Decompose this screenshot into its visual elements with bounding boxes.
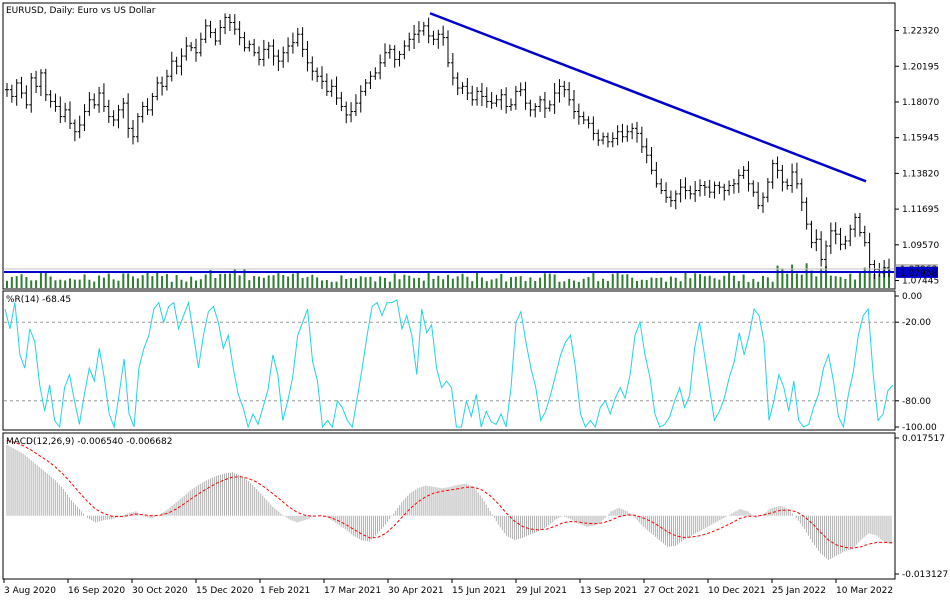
time-tick-label: 29 Jul 2021 [516,586,567,596]
current-price-label-bg [896,266,938,278]
wpr-tick-label: 0.00 [902,292,922,302]
current-price-label: 1.07958 [900,269,937,279]
time-tick-label: 15 Dec 2020 [196,586,254,596]
time-tick-label: 13 Sep 2021 [580,586,637,596]
macd-indicator: 0.017517 -0.013127 [6,434,948,580]
time-tick-label: 17 Mar 2021 [324,586,381,596]
chart-title: EURUSD, Daily: Euro vs US Dollar [6,6,156,16]
time-tick-label: 15 Jun 2021 [452,586,506,596]
price-lines [4,12,894,274]
price-tick-label: 1.22320 [902,27,939,37]
wpr-tick-label: -20.00 [902,318,931,328]
price-tick-label: 1.18070 [902,98,939,108]
time-tick-label: 10 Dec 2021 [708,586,766,596]
price-bars [5,13,891,279]
time-tick-label: 30 Oct 2020 [132,586,188,596]
time-tick-label: 27 Oct 2021 [644,586,700,596]
price-tick-label: 1.11695 [902,205,939,215]
wpr-label: %R(14) -68.45 [6,295,71,305]
time-axis: 3 Aug 2020 16 Sep 2020 30 Oct 2020 15 Dec 2… [3,579,893,596]
wpr-tick-label: -100.00 [902,423,937,433]
price-axis: 1.22320 1.20195 1.18070 1.15945 1.13820 1.116… [895,27,939,287]
price-tick-label: 1.15945 [902,134,939,144]
wpr-line [4,299,894,429]
time-tick-label: 1 Feb 2021 [260,586,310,596]
wpr-indicator: 0.00 -20.00 -80.00 -100.00 [4,292,937,433]
price-tick-label: 1.09570 [902,241,939,251]
price-pane[interactable] [2,2,896,290]
macd-label: MACD(12,26,9) -0.006540 -0.006682 [6,437,172,447]
time-tick-label: 3 Aug 2020 [4,586,56,596]
time-tick-label: 16 Sep 2020 [68,586,125,596]
wpr-tick-label: -80.00 [902,397,931,407]
time-tick-label: 30 Apr 2021 [388,586,444,596]
macd-pane[interactable] [2,432,896,580]
macd-signal-line [6,439,894,549]
price-tick-label: 1.13820 [902,169,939,179]
time-tick-label: 25 Jan 2022 [772,586,826,596]
time-tick-label: 10 Mar 2022 [836,586,893,596]
volume-bars [6,263,890,288]
resistance-trendline [429,12,867,183]
price-tick-label: 1.20195 [902,62,939,72]
macd-tick-label: -0.013127 [902,570,948,580]
macd-tick-label: 0.017517 [902,434,945,444]
wpr-pane[interactable] [2,290,896,431]
price-tick-label: 1.07445 [902,277,939,287]
